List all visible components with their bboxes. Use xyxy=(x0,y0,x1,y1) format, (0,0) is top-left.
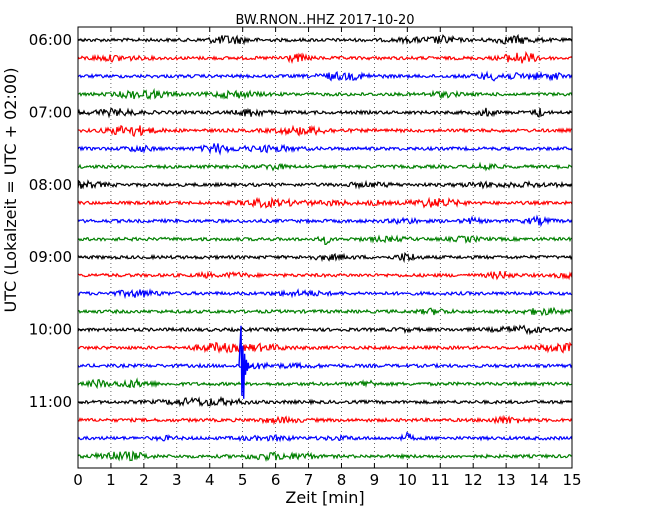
y-tick-label: 06:00 xyxy=(29,31,72,49)
seismic-trace xyxy=(77,414,573,426)
x-axis-label: Zeit [min] xyxy=(285,488,364,507)
y-ticks: 06:00 07:00 08:00 09:00 10:00 11:00 xyxy=(29,31,572,411)
x-tick-label: 2 xyxy=(139,471,149,489)
seismic-trace xyxy=(77,143,573,156)
seismic-trace xyxy=(77,107,573,119)
y-axis-label: UTC (Lokalzeit = UTC + 02:00) xyxy=(1,68,20,313)
seismic-trace xyxy=(77,196,573,209)
seismic-trace xyxy=(77,377,573,390)
seismic-trace xyxy=(77,341,573,354)
y-tick-label: 11:00 xyxy=(29,393,72,411)
seismic-trace xyxy=(77,324,573,336)
seismic-trace xyxy=(77,214,573,228)
x-tick-label: 3 xyxy=(172,471,182,489)
x-tick-label: 0 xyxy=(73,471,83,489)
y-tick-label: 09:00 xyxy=(29,248,72,266)
y-tick-label: 07:00 xyxy=(29,103,72,121)
seismic-trace xyxy=(77,87,573,101)
seismic-trace xyxy=(77,179,573,190)
x-tick-label: 10 xyxy=(398,471,417,489)
event-spike xyxy=(238,325,254,399)
seismic-trace xyxy=(77,288,573,300)
seismic-trace xyxy=(77,306,573,317)
seismic-trace xyxy=(77,234,573,246)
x-tick-label: 14 xyxy=(530,471,549,489)
seismic-trace xyxy=(77,450,573,463)
seismic-trace xyxy=(77,431,573,443)
seismic-trace xyxy=(77,270,573,281)
x-tick-label: 8 xyxy=(337,471,347,489)
plot-frame xyxy=(77,26,573,469)
seismic-trace xyxy=(77,50,573,64)
seismic-trace xyxy=(77,70,573,82)
x-tick-label: 15 xyxy=(562,471,581,489)
x-tick-label: 1 xyxy=(106,471,116,489)
seismic-trace xyxy=(77,361,573,370)
x-tick-label: 13 xyxy=(497,471,516,489)
x-tick-label: 5 xyxy=(238,471,248,489)
chart-title: BW.RNON..HHZ 2017-10-20 xyxy=(235,13,414,28)
seismic-trace xyxy=(77,251,573,264)
grid-lines xyxy=(110,27,540,468)
x-tick-label: 6 xyxy=(271,471,281,489)
seismic-trace xyxy=(77,395,573,408)
y-tick-label: 08:00 xyxy=(29,176,72,194)
y-tick-label: 10:00 xyxy=(29,321,72,339)
x-tick-label: 9 xyxy=(370,471,380,489)
x-tick-label: 4 xyxy=(205,471,215,489)
traces xyxy=(77,33,573,463)
seismic-trace xyxy=(77,33,573,46)
x-tick-label: 12 xyxy=(464,471,483,489)
x-tick-label: 7 xyxy=(304,471,314,489)
seismic-trace xyxy=(77,124,573,138)
x-tick-label: 11 xyxy=(431,471,450,489)
seismic-trace xyxy=(77,161,573,172)
x-ticks: 0 1 2 3 4 5 6 7 8 9 10 11 12 13 14 15 xyxy=(73,27,582,489)
